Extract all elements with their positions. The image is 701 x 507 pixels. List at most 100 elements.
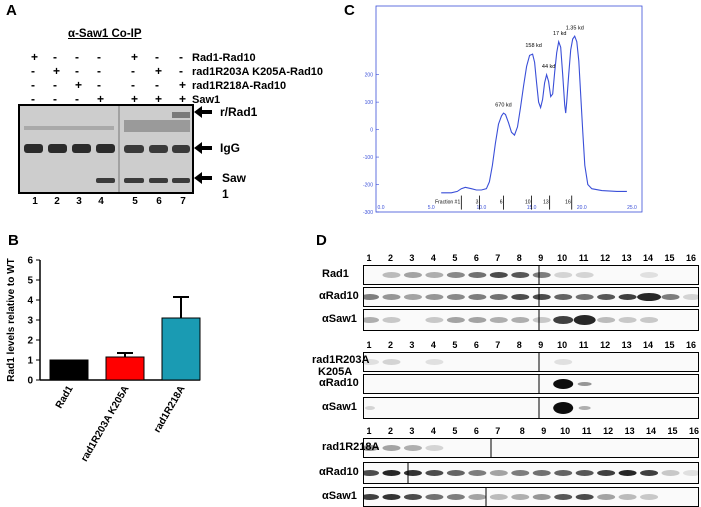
x-tick-label: 10.0: [477, 205, 487, 211]
blot-band: [640, 317, 659, 323]
blot-r203a-bands: [364, 353, 573, 371]
lane-number: 2: [387, 253, 393, 263]
x-tick-label: 20.0: [577, 205, 587, 211]
blot-band: [364, 445, 379, 451]
y-tick-label: 1: [27, 356, 33, 367]
panel-b-letter: B: [8, 232, 19, 249]
sign-cell: -: [155, 50, 159, 64]
lane-number: 13: [621, 340, 632, 350]
blot-band: [403, 494, 422, 500]
blot-band: [382, 494, 401, 500]
blot-band: [489, 317, 508, 323]
y-tick-label: 0: [27, 376, 33, 387]
blot-band: [553, 316, 574, 324]
sign-cell: +: [179, 78, 187, 92]
rad1-band: [172, 112, 190, 118]
sign-cell: -: [97, 78, 101, 92]
blot-label-r203a-saw1: αSaw1: [322, 401, 357, 413]
blot-band: [364, 359, 379, 365]
y-tick-label: 4: [27, 296, 33, 307]
fraction-number: 16: [565, 200, 571, 206]
lane-number: 6: [473, 426, 479, 436]
sign-cell: -: [131, 78, 135, 92]
sign-cell: +: [53, 64, 61, 78]
lane-number: 15: [664, 340, 675, 350]
blot-band: [425, 359, 444, 365]
blot-band: [364, 470, 379, 476]
panel-c-letter: C: [344, 2, 355, 19]
blot-r218a-rad10: [363, 462, 699, 484]
blot-r203a-rad10-bands: [538, 375, 592, 393]
blot-band: [382, 470, 401, 476]
blot-band: [468, 470, 487, 476]
blot-label-k205a: K205A: [318, 366, 353, 378]
igg-band: [96, 144, 115, 153]
blot-band: [597, 317, 616, 323]
fraction-number: 13: [543, 200, 549, 206]
blot-band: [489, 494, 508, 500]
y-tick-label: 2: [27, 336, 33, 347]
lane-number: 4: [98, 196, 104, 207]
blot-band: [640, 494, 659, 500]
band-label-rad1: r/Rad1: [220, 105, 258, 119]
lane-number: 13: [624, 426, 635, 436]
band-label-igg: IgG: [220, 141, 240, 155]
blot-band: [554, 272, 573, 278]
blot-r218a-rad10-bands: [364, 463, 698, 483]
blot-band: [640, 272, 659, 278]
blot-r203a-saw1: [363, 397, 699, 419]
blot-band: [597, 470, 616, 476]
lane-number: 1: [366, 340, 372, 350]
elution-profile-chart: -300-200-10001002000.05.010.015.020.025.…: [363, 5, 643, 216]
lane-number: 6: [156, 196, 162, 207]
peak-label: 158 kd: [525, 43, 542, 49]
sign-cell: -: [179, 50, 183, 64]
blot-band: [382, 359, 401, 365]
lane-number: 13: [621, 253, 632, 263]
sign-cell: -: [97, 50, 101, 64]
blot-band: [554, 494, 573, 500]
blot-band: [532, 494, 551, 500]
x-tick-label: 5.0: [428, 205, 435, 211]
lane-number: 3: [76, 196, 82, 207]
blot-band: [446, 317, 465, 323]
peak-label: 17 kd: [553, 31, 566, 37]
lane-number: 2: [54, 196, 60, 207]
saw1-band: [124, 178, 144, 183]
blot-band: [403, 445, 422, 451]
blot-band: [640, 470, 659, 476]
blot-label-r203a-rad10: αRad10: [319, 377, 359, 389]
lane-number: 16: [688, 426, 699, 436]
lane-number: 15: [664, 253, 675, 263]
lane-number: 3: [409, 340, 415, 350]
lane-number: 16: [685, 253, 696, 263]
y-tick-label: -200: [363, 183, 373, 189]
igg-band: [149, 145, 168, 153]
y-tick-label: 100: [365, 100, 374, 106]
lane-number: 10: [557, 253, 568, 263]
band-label-saw1-line2: 1: [222, 187, 229, 201]
lane-number: 12: [603, 426, 614, 436]
blot-band: [511, 294, 530, 300]
blot-band: [446, 470, 465, 476]
lane-number: 4: [430, 340, 436, 350]
blot-rad1-bands: [382, 266, 659, 284]
x-tick-label: 25.0: [627, 205, 637, 211]
lane-number: 4: [430, 253, 436, 263]
saw1-band: [96, 178, 115, 183]
fraction-number: 10: [525, 200, 531, 206]
blot-band: [511, 494, 530, 500]
lane-number: 12: [600, 253, 611, 263]
co-ip-gel-bands: [20, 106, 192, 192]
igg-band: [172, 145, 190, 153]
lane-number: 15: [667, 426, 678, 436]
blot-band: [425, 470, 444, 476]
blot-band: [597, 494, 616, 500]
y-tick-label: 5: [27, 276, 33, 287]
blot-band: [637, 293, 662, 301]
y-tick-label: -100: [363, 155, 373, 161]
sign-cell: -: [97, 64, 101, 78]
blot-rad1: [363, 265, 699, 285]
lane-number: 6: [473, 340, 479, 350]
lane-number: 9: [538, 253, 544, 263]
